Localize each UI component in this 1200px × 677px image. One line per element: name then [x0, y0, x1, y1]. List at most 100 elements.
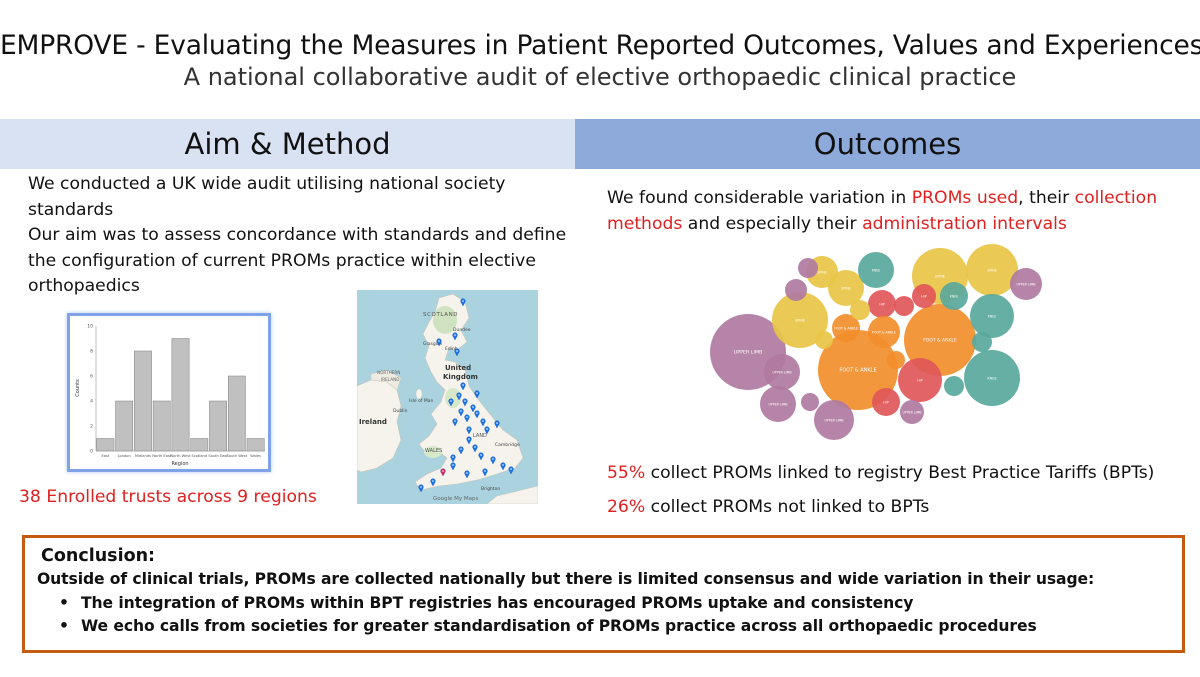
- stat-bpt-linked-pct: 55%: [607, 463, 646, 483]
- map-pin[interactable]: [458, 446, 464, 455]
- y-tick-label: 8: [90, 349, 93, 355]
- svg-text:FOOT & ANKLE: FOOT & ANKLE: [872, 331, 896, 335]
- poster-title: EMPROVE - Evaluating the Measures in Pat…: [0, 30, 1200, 61]
- map-pin[interactable]: [494, 420, 500, 429]
- conclusion-bullet-2-text: We echo calls from societies for greater…: [81, 617, 1037, 635]
- y-tick-label: 2: [90, 424, 93, 430]
- svg-text:SPINE: SPINE: [987, 269, 996, 273]
- map-pin[interactable]: [474, 390, 480, 399]
- bubble-foot-ankle: FOOT & ANKLE: [868, 316, 900, 348]
- aim-method-text: We conducted a UK wide audit utilising n…: [28, 172, 588, 300]
- bullet-icon: •: [59, 617, 69, 635]
- map-pin[interactable]: [470, 404, 476, 413]
- map-label-cambridge: Cambridge: [495, 442, 520, 448]
- bubble-upper-limb: UPPER LIMB: [760, 386, 796, 422]
- bar-scotland: [190, 438, 209, 452]
- bubble-upper-limb: [785, 279, 807, 301]
- great-britain-land: [414, 293, 524, 491]
- map-pin[interactable]: [466, 436, 472, 445]
- findings-and: and especially their: [682, 213, 863, 234]
- bubble-hip: HIP: [912, 284, 936, 308]
- map-pin[interactable]: [458, 408, 464, 417]
- map-pin[interactable]: [480, 418, 486, 427]
- map-pin[interactable]: [460, 298, 466, 307]
- map-pin[interactable]: [456, 392, 462, 401]
- map-label-wales: WALES: [425, 448, 442, 454]
- map-pin[interactable]: [500, 462, 506, 471]
- map-pin[interactable]: [466, 426, 472, 435]
- bubble-foot-ankle: FOOT & ANKLE: [904, 304, 976, 376]
- map-pin[interactable]: [482, 468, 488, 477]
- aim-paragraph-2: Our aim was to assess concordance with s…: [28, 225, 567, 296]
- conclusion-body: Outside of clinical trials, PROMs are co…: [37, 570, 1095, 588]
- bubble-upper-limb: UPPER LIMB: [1010, 268, 1042, 300]
- map-pin[interactable]: [478, 452, 484, 461]
- x-tick-label: Midlands: [135, 454, 151, 458]
- map-pin[interactable]: [452, 418, 458, 427]
- findings-prefix: We found considerable variation in: [607, 188, 912, 208]
- bubble-hip: HIP: [898, 358, 942, 402]
- map-pin[interactable]: [464, 470, 470, 479]
- y-tick-label: 4: [90, 399, 93, 405]
- bar-north-west: [171, 338, 190, 452]
- bubble-hip: HIP: [868, 290, 896, 318]
- map-pin[interactable]: [460, 382, 466, 391]
- bubble-hip: [894, 296, 914, 316]
- bar-south-east: [209, 400, 227, 452]
- svg-text:HIP: HIP: [917, 379, 922, 383]
- stat-bpt-not-linked-pct: 26%: [607, 497, 646, 517]
- map-label-northern: NORTHERN: [377, 370, 400, 375]
- map-pin[interactable]: [448, 398, 454, 407]
- aim-method-header: Aim & Method: [0, 119, 575, 169]
- map-pin[interactable]: [484, 426, 490, 435]
- conclusion-bullet-2: • We echo calls from societies for greate…: [59, 615, 1170, 638]
- bubble-spine: SPINE: [772, 292, 828, 348]
- bubble-knee: KNEE: [970, 294, 1014, 338]
- bubble-knee: [972, 332, 992, 352]
- x-tick-label: South East: [208, 454, 228, 458]
- map-label-isle-of-man: Isle of Man: [409, 398, 434, 404]
- findings-collection-methods: collection methods: [607, 188, 1158, 234]
- map-pin[interactable]: [436, 338, 442, 347]
- map-pin[interactable]: [450, 454, 456, 463]
- x-tick-label: North West: [170, 454, 191, 458]
- map-pin[interactable]: [472, 444, 478, 453]
- bullet-icon: •: [59, 594, 69, 612]
- map-pin[interactable]: [418, 484, 424, 493]
- map-label-ni-ireland: IRELAND: [381, 377, 399, 382]
- svg-text:SPINE: SPINE: [935, 275, 945, 279]
- map-pin[interactable]: [462, 398, 468, 407]
- x-tick-label: North East: [152, 454, 172, 458]
- conclusion-box: Conclusion: Outside of clinical trials, …: [22, 535, 1185, 653]
- map-pin[interactable]: [464, 414, 470, 423]
- bubble-knee: KNEE: [964, 350, 1020, 406]
- x-tick-label: South West: [227, 454, 248, 458]
- findings-proms-used: PROMs used: [911, 188, 1019, 208]
- bubble-upper-limb: [801, 393, 819, 411]
- map-pin[interactable]: [454, 348, 460, 357]
- map-pin[interactable]: [430, 478, 436, 487]
- map-pin[interactable]: [450, 462, 456, 471]
- map-label-ireland: Ireland: [359, 418, 387, 426]
- svg-text:FOOT & ANKLE: FOOT & ANKLE: [923, 338, 957, 344]
- enrolled-trusts-text: 38 Enrolled trusts across 9 regions: [19, 487, 317, 507]
- map-pin[interactable]: [508, 466, 514, 475]
- map-pin[interactable]: [440, 468, 446, 477]
- isle-of-man-land: [415, 388, 423, 400]
- outcomes-heading: Outcomes: [813, 127, 962, 161]
- bubble-spine: SPINE: [828, 270, 864, 306]
- y-tick-label: 0: [90, 449, 93, 455]
- map-pin[interactable]: [490, 456, 496, 465]
- uk-map[interactable]: SCOTLAND Dundee Glasgow Edinb United Kin…: [357, 290, 538, 504]
- conclusion-title: Conclusion:: [41, 546, 156, 566]
- svg-text:HIP: HIP: [921, 295, 926, 299]
- bubble-knee: KNEE: [858, 252, 894, 288]
- svg-text:KNEE: KNEE: [872, 269, 881, 273]
- uk-map-svg: SCOTLAND Dundee Glasgow Edinb United Kin…: [357, 290, 538, 504]
- svg-text:HIP: HIP: [879, 303, 884, 307]
- map-label-dublin: Dublin: [393, 408, 408, 414]
- stat-bpt-not-linked-text: collect PROMs not linked to BPTs: [645, 497, 930, 517]
- map-pin[interactable]: [474, 410, 480, 419]
- bar-wales: [246, 438, 265, 452]
- map-pin[interactable]: [452, 332, 458, 341]
